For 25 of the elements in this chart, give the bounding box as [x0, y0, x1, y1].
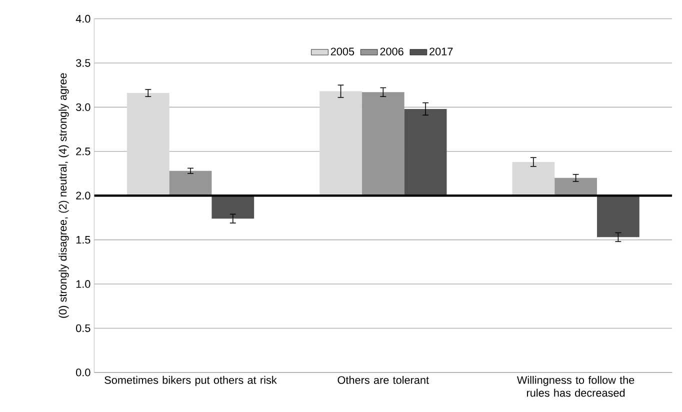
y-axis-title: (0) strongly disagree, (2) neutral, (4) strongly agree — [58, 73, 69, 318]
bar — [320, 91, 362, 196]
x-tick-label: Sometimes bikers put others at risk — [104, 376, 277, 386]
legend-label: 2017 — [430, 48, 453, 56]
y-tick-label: 0.0 — [76, 368, 90, 376]
legend-label: 2005 — [330, 48, 354, 56]
bar — [596, 196, 640, 238]
y-tick-label: 2.0 — [76, 192, 90, 200]
y-tick-label: 3.0 — [76, 103, 90, 112]
x-tick-label: Others are tolerant — [338, 376, 429, 384]
y-tick-label: 1.5 — [76, 236, 90, 244]
y-tick-label: 1.0 — [76, 280, 90, 288]
x-tick-label: Willingness to follow the rules has decreased — [516, 376, 634, 397]
y-tick-label: 3.5 — [76, 59, 90, 67]
y-tick-label: 0.5 — [76, 324, 90, 332]
bar — [554, 178, 597, 196]
bar — [212, 196, 254, 219]
bar — [512, 162, 555, 196]
bar — [404, 108, 447, 196]
y-tick-label: 2.5 — [76, 148, 90, 156]
y-tick-label: 4.0 — [76, 14, 90, 23]
bar — [362, 92, 404, 196]
bar — [126, 93, 170, 196]
bar — [169, 170, 212, 196]
legend-label: 2006 — [380, 48, 404, 56]
